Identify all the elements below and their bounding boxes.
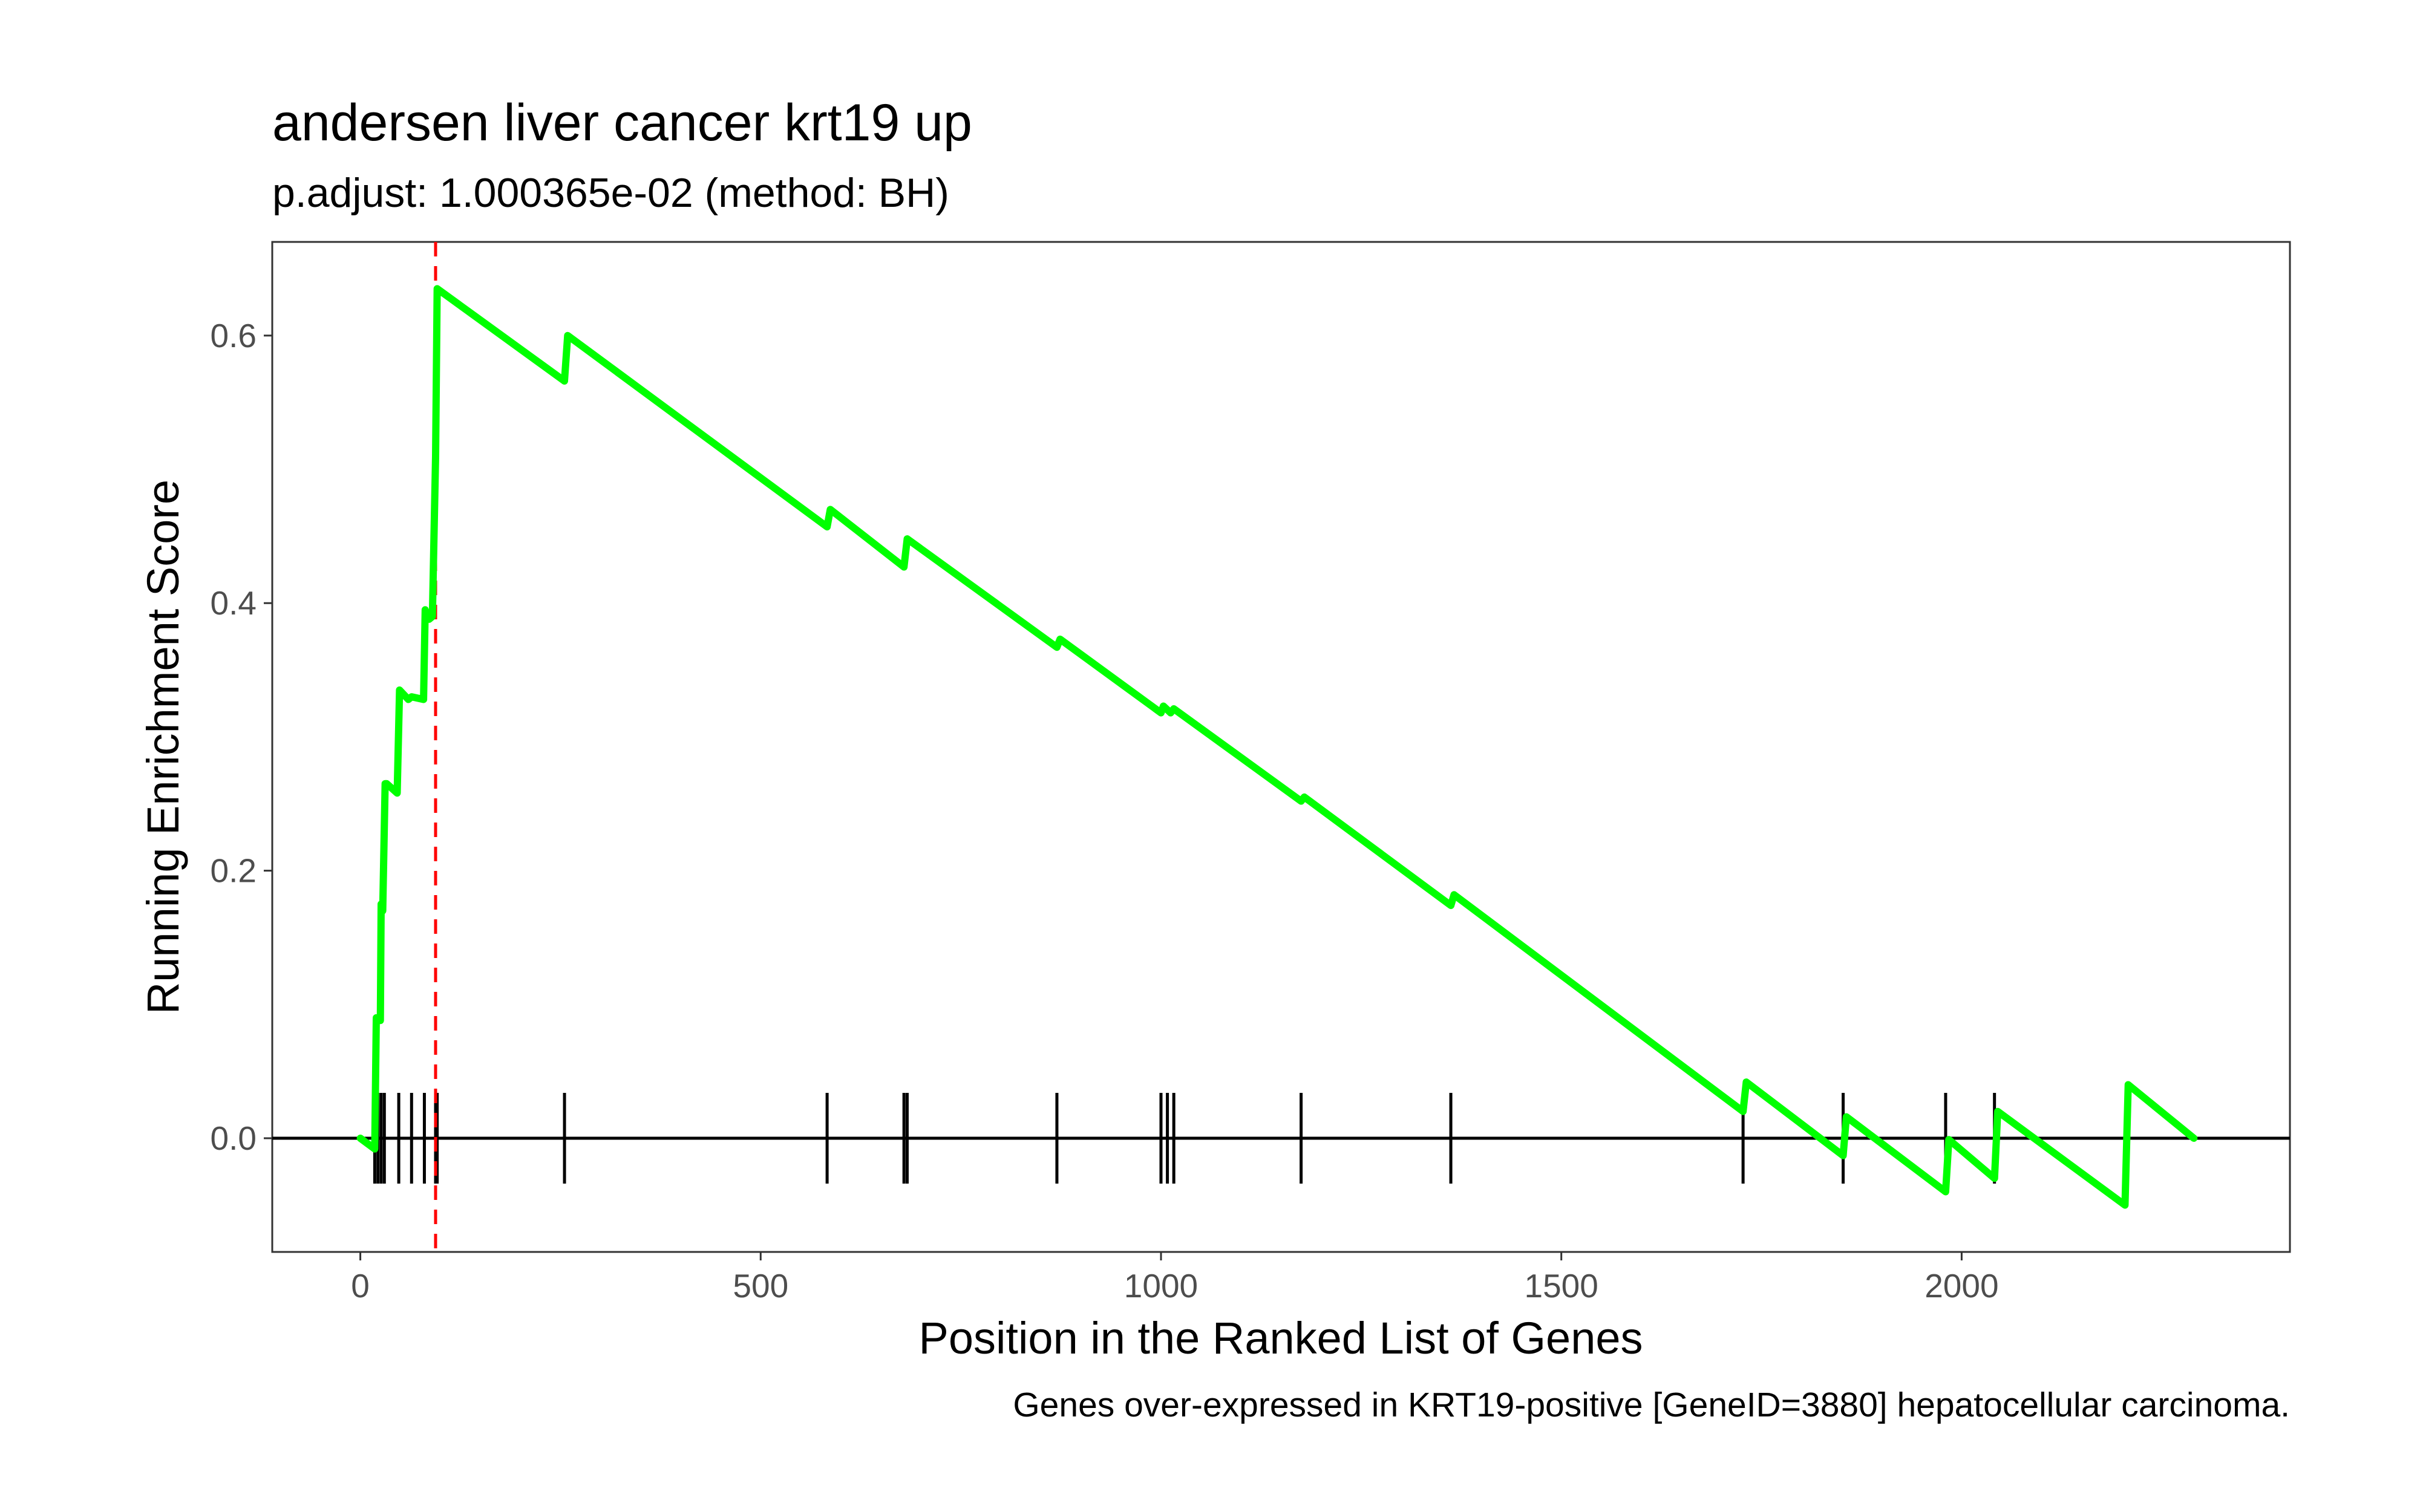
y-axis: 0.0 0.2 0.4 0.6 — [211, 317, 272, 1157]
chart-title: andersen liver cancer krt19 up — [272, 94, 972, 152]
y-tick-label: 0.4 — [211, 584, 257, 622]
x-tick-label: 2000 — [1925, 1267, 1998, 1305]
running-es-series — [356, 285, 2198, 1209]
x-axis-title: Position in the Ranked List of Genes — [918, 1313, 1643, 1363]
y-tick-label: 0.0 — [211, 1119, 257, 1157]
y-axis-title: Running Enrichment Score — [138, 480, 188, 1014]
y-tick-label: 0.6 — [211, 317, 257, 354]
y-tick-label: 0.2 — [211, 852, 257, 890]
chart-subtitle: p.adjust: 1.000365e-02 (method: BH) — [272, 170, 949, 216]
x-tick-label: 1000 — [1124, 1267, 1198, 1305]
x-axis: 0 500 1000 1500 2000 — [351, 1252, 1999, 1305]
x-tick-label: 500 — [733, 1267, 788, 1305]
chart-caption: Genes over-expressed in KRT19-positive [… — [1013, 1386, 2290, 1424]
plot-panel — [271, 241, 2291, 1253]
x-tick-label: 1500 — [1525, 1267, 1598, 1305]
running-es-line — [356, 285, 2198, 1209]
x-tick-label: 0 — [351, 1267, 370, 1305]
